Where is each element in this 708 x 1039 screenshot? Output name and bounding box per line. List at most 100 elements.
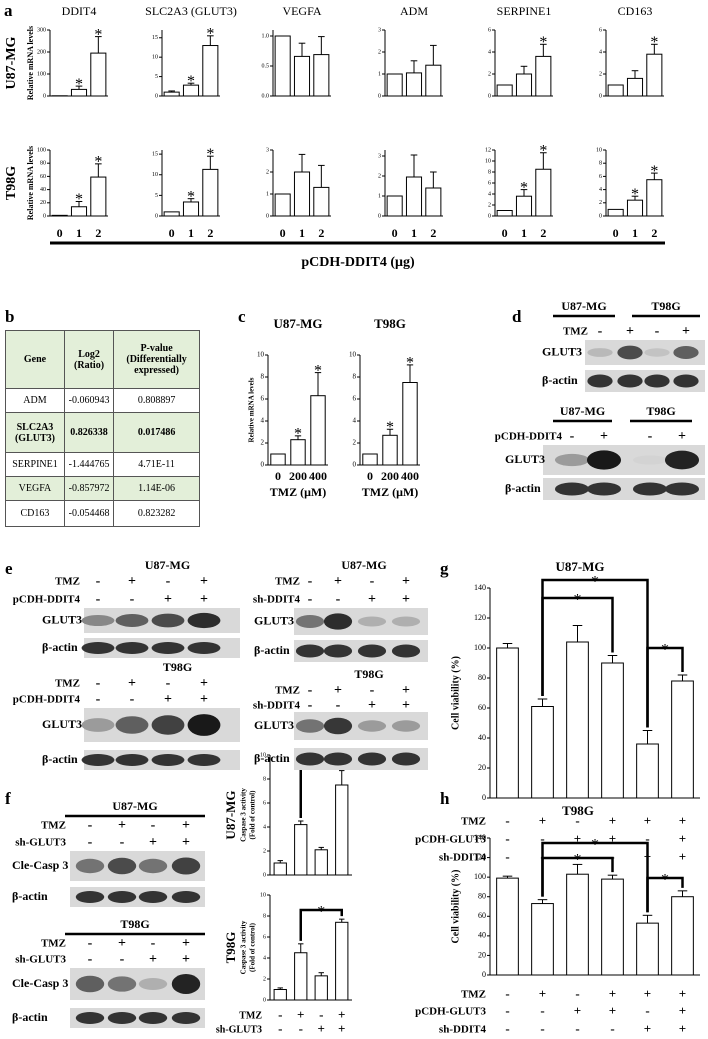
table-cell: CD163 (5, 500, 65, 527)
significance-star: * (539, 142, 547, 159)
blot-band (357, 644, 387, 658)
table-row: Gene Log2 (Ratio) P-value (Differentially … (5, 330, 200, 389)
x-tick-label: 1 (299, 226, 305, 240)
condition-sign: - (575, 986, 579, 1001)
treatment-sign: - (370, 574, 375, 589)
blot-band (187, 642, 221, 654)
y-tick-label: 0 (482, 970, 486, 979)
significance-star: * (539, 34, 547, 51)
bar (386, 195, 403, 217)
treatment-sign: - (648, 429, 653, 444)
y-tick-label: 10 (260, 892, 266, 898)
y-tick-label: 4 (353, 417, 357, 425)
treatment-sign: + (118, 936, 126, 951)
blot-band (391, 616, 421, 627)
y-tick-label: 15 (152, 35, 158, 41)
treatment-label: TMZ (275, 685, 300, 697)
condition-sign: + (679, 831, 686, 846)
y-tick-label: 6 (261, 395, 265, 403)
y-tick-label: 1 (378, 71, 381, 77)
condition-sign: + (679, 813, 686, 828)
y-tick-label: 0 (263, 872, 266, 878)
y-tick-label: 10 (260, 752, 266, 758)
treatment-sign: + (402, 683, 410, 698)
table-cell: -0.054468 (63, 500, 115, 527)
condition-sign: - (505, 849, 509, 864)
blot-band (323, 644, 353, 658)
table-cell: 0.017486 (113, 412, 200, 453)
blot-background (70, 1008, 205, 1028)
bar (515, 195, 533, 217)
x-tick-label: 0 (57, 226, 63, 240)
blot-band (171, 974, 201, 994)
row-label: T98G (4, 166, 19, 200)
chart-title: U87-MG (555, 559, 604, 574)
bar (293, 171, 311, 217)
treatment-sign: + (182, 936, 190, 951)
bar (496, 210, 513, 217)
y-tick-label: 0 (43, 93, 46, 99)
cell-line-label: T98G (646, 404, 675, 418)
x-tick-label: 1 (411, 226, 417, 240)
x-tick-label: 1 (521, 226, 527, 240)
y-tick-label: 0.5 (262, 63, 270, 69)
gene-title: CD163 (618, 4, 653, 18)
blot-label: β-actin (505, 481, 541, 495)
treatment-sign: - (308, 698, 313, 713)
y-tick-label: 80 (478, 892, 486, 901)
panel-letter: e (5, 559, 13, 578)
table-cell: SLC2A3 (GLUT3) (5, 412, 65, 453)
treatment-sign: + (402, 698, 410, 713)
bar (531, 706, 554, 799)
treatment-sign: - (336, 592, 341, 607)
blot-band (81, 642, 115, 654)
cell-line-label: U87-MG (560, 404, 605, 418)
y-tick-label: 3 (266, 147, 269, 153)
treatment-label: sh-DDIT4 (253, 700, 301, 712)
blot-band (81, 754, 115, 766)
y-tick-label: 6 (488, 27, 491, 33)
x-tick-label: 2 (318, 226, 324, 240)
y-tick-label: 0.0 (262, 93, 270, 99)
bar (566, 873, 589, 976)
y-tick-label: 300 (37, 27, 46, 33)
x-tick-label: 0 (275, 469, 281, 483)
blot-label: β-actin (254, 751, 290, 765)
treatment-sign: + (182, 835, 190, 850)
blot-band (323, 752, 353, 766)
y-tick-label: 1 (378, 193, 381, 199)
treatment-sign: + (200, 676, 208, 691)
y-tick-label: 8 (263, 776, 266, 782)
blot-band (107, 891, 137, 903)
y-tick-label: 2 (378, 173, 381, 179)
x-tick-label: 0 (169, 226, 175, 240)
condition-label: pCDH-GLUT3 (415, 1006, 486, 1018)
x-axis-label: TMZ (μM) (362, 485, 418, 499)
condition-sign: - (575, 813, 579, 828)
condition-sign: + (539, 986, 546, 1001)
condition-sign: + (644, 813, 651, 828)
blot-band (357, 720, 387, 732)
y-axis-label: Cell viability (%) (450, 870, 461, 944)
x-tick-label: 0 (367, 469, 373, 483)
treatment-label: sh-GLUT3 (15, 837, 66, 849)
treatment-sign: + (128, 676, 136, 691)
treatment-sign: + (402, 574, 410, 589)
bar (335, 784, 349, 876)
y-tick-label: 60 (40, 174, 46, 180)
condition-sign: + (644, 986, 651, 1001)
y-tick-label: 60 (478, 911, 486, 920)
blot-band (295, 752, 325, 766)
y-tick-label: 20 (478, 763, 486, 772)
blot-band (151, 715, 185, 735)
condition-sign: + (297, 1007, 304, 1022)
significance-star: * (187, 188, 195, 205)
expression-table: Gene Log2 (Ratio) P-value (Differentially … (5, 330, 200, 527)
y-tick-label: 100 (37, 71, 46, 77)
blot-band (138, 891, 168, 903)
y-tick-label: 100 (474, 872, 486, 881)
y-tick-label: 6 (353, 395, 357, 403)
treatment-sign: - (96, 692, 101, 707)
y-tick-label: 120 (474, 613, 486, 622)
